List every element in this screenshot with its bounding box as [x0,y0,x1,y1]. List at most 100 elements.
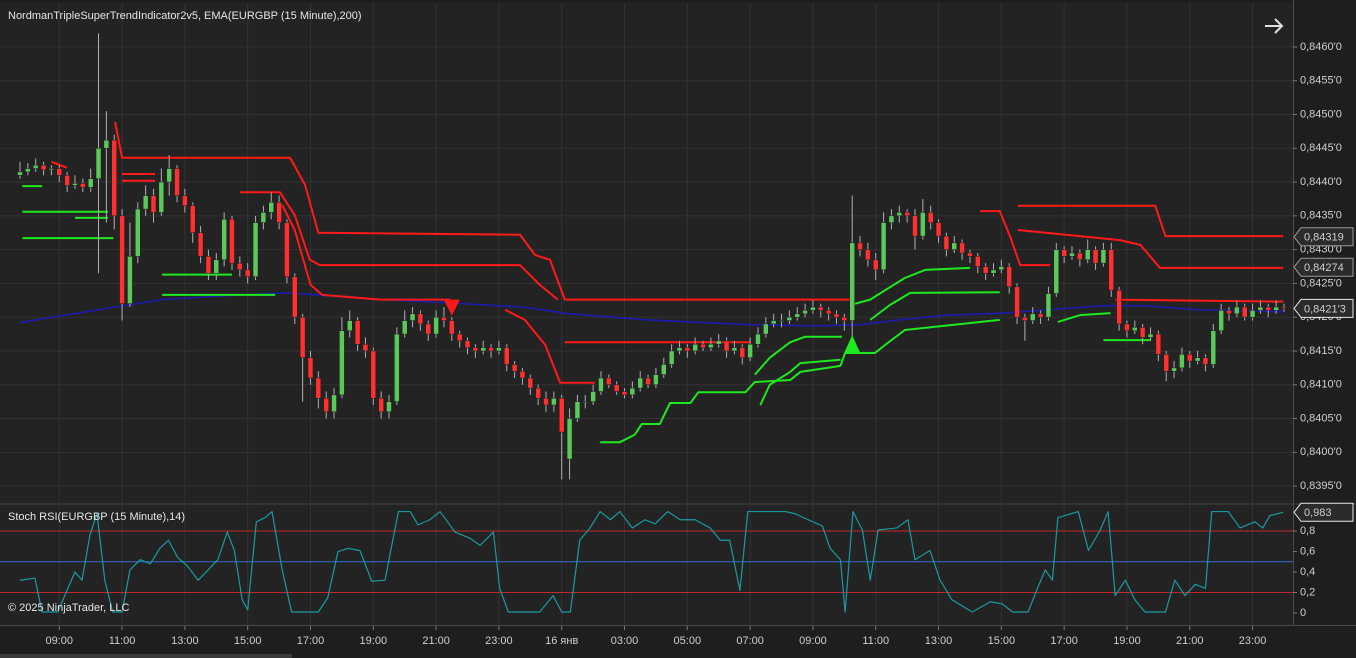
candle-body [975,256,981,267]
candle-body [401,320,408,335]
candle-body [1092,249,1099,264]
x-tick-label: 07:00 [736,635,764,647]
candle-body [158,181,165,213]
x-tick-label: 11:00 [109,635,136,647]
candle-body [307,357,314,379]
candle-body [464,340,471,348]
x-tick-label: 09:00 [46,635,74,647]
candle-body [1241,306,1248,318]
candle-body [723,340,730,352]
price-marker-label: 0,8421'3 [1304,303,1346,315]
supertrend-line [1115,298,1284,303]
candle-body [252,222,259,277]
x-tick-label: 19:00 [1113,635,1141,647]
indicator-title: Stoch RSI(EURGBP (15 Minute),14) [8,511,185,523]
candle-body [574,401,581,419]
candle-body [621,391,628,396]
chart-title: NordmanTripleSuperTrendIndicator2v5, EMA… [8,10,362,22]
stoch-rsi-line [19,510,1284,613]
candle-body [731,347,738,352]
supertrend-line [759,358,841,406]
candle-body [362,343,369,352]
candle-body [1179,354,1185,369]
candle-body [613,384,620,392]
candle-body [920,212,926,237]
candle-body [770,320,777,325]
supertrend-line [754,335,842,376]
candle-body [17,171,23,176]
candle-body [1187,354,1193,362]
x-tick-label: 23:00 [485,635,513,647]
candle-body [1202,357,1209,365]
y-tick-label: 0,6 [1300,545,1315,557]
x-tick-label: 11:00 [862,635,889,647]
price-marker-label: 0,84274 [1304,262,1344,274]
axis-labels: 09:00 11:00 13:00 15:00 17:00 19:00 21:00 23:00… [46,41,1354,647]
x-tick-label: 13:00 [171,635,199,647]
candle-body [472,347,479,352]
candle-body [1218,310,1224,331]
supertrend-line [1017,204,1284,238]
y-tick-label: 0,8415'0 [1300,345,1342,357]
candle-body [213,259,220,274]
candle-body [833,313,840,318]
candle-body [95,148,102,179]
x-tick-label: 15:00 [988,635,1016,647]
candle-body [1006,266,1012,288]
candle-body [802,310,808,315]
candle-body [1116,289,1122,325]
expand-arrow[interactable] [1265,18,1284,34]
candle-body [935,222,942,237]
candle-body [48,168,55,171]
y-tick-label: 0,8430'0 [1300,244,1342,256]
candle-body [1210,330,1217,365]
candle-body [951,242,957,250]
supertrend-line [1057,312,1111,323]
scrollbar[interactable] [0,654,292,658]
candle-body [174,168,180,196]
candle-body [221,218,227,261]
candle-body [1037,313,1044,318]
x-tick-label: 13:00 [925,635,953,647]
candle-body [982,266,989,274]
candle-body [1281,306,1287,309]
x-tick-label: 17:00 [1050,635,1078,647]
grid [0,3,1293,625]
price-panel [0,3,1293,503]
y-tick-label: 0,8410'0 [1300,379,1342,391]
candle-body [1030,313,1036,321]
y-tick-label: 0 [1300,607,1306,619]
supertrend-line [600,318,1000,444]
x-tick-label: 05:00 [674,635,702,647]
candle-body [354,320,361,345]
candle-body [299,316,306,358]
candle-body [244,269,251,277]
candle-body [260,212,267,223]
candle-body [150,195,157,213]
candle-body [1022,316,1028,321]
x-tick-label: 03:00 [611,635,639,647]
candle-body [1226,310,1232,315]
candle-body [449,320,455,335]
candle-body [237,262,243,271]
x-tick-label: 21:00 [1176,635,1204,647]
candle-body [912,215,918,237]
y-tick-label: 0,2 [1300,586,1315,598]
candle-body [323,398,329,413]
y-tick-label: 0,8405'0 [1300,412,1342,424]
x-tick-label: 09:00 [799,635,827,647]
candle-body [715,340,722,345]
candle-body [653,374,659,386]
candle-body [880,222,887,271]
candle-body [888,215,895,223]
candle-body [990,269,997,274]
candle-body [598,377,604,392]
x-tick-label: 21:00 [422,635,450,647]
candle-body [708,343,714,348]
candle-body [818,306,824,311]
candle-body [1132,327,1138,331]
price-marker-label: 0,983 [1304,507,1332,519]
candle-body [676,347,683,352]
